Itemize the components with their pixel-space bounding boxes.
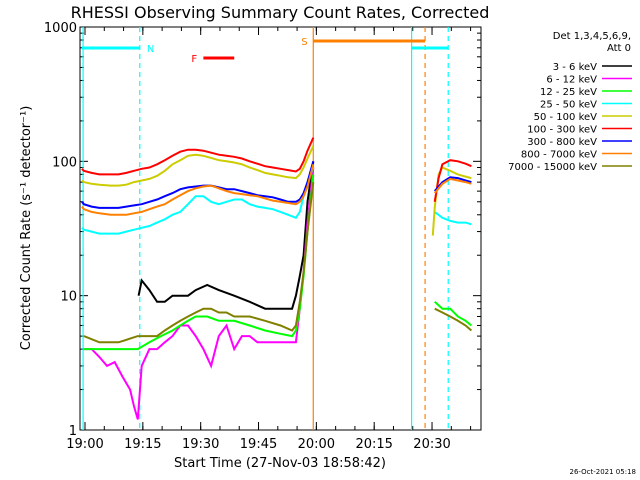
x-tick-label: 20:15 (355, 437, 392, 452)
flag-label-f: F (191, 54, 197, 65)
x-tick-label: 19:45 (240, 437, 277, 452)
plot-frame (79, 26, 482, 431)
legend-entry-label: 3 - 6 keV (553, 62, 597, 73)
series-line-4 (81, 167, 472, 235)
y-axis: 1 10 100 1000 (44, 21, 481, 439)
y-tick-label: 1000 (44, 21, 77, 36)
legend-header-line: Det 1,3,4,5,6,9, (553, 31, 631, 42)
legend: Det 1,3,4,5,6,9,Att 0 3 - 6 keV 6 - 12 keV… (508, 31, 632, 173)
x-tick-label: 19:30 (182, 437, 219, 452)
legend-header-line: Att 0 (607, 43, 631, 54)
series-line-1 (137, 161, 315, 310)
series-line-2 (83, 167, 315, 420)
x-axis: 19:00 19:15 19:30 19:45 20:00 20:15 20:30 (66, 27, 472, 452)
series-line-5 (81, 145, 472, 236)
y-axis-label: Corrected Count Rate (s⁻¹ detector⁻¹) (19, 106, 34, 351)
legend-entry-label: 300 - 800 keV (527, 137, 597, 148)
observing-flags: N F S (81, 37, 449, 65)
series-lines (81, 137, 473, 420)
x-tick-label: 19:00 (66, 437, 103, 452)
flag-label-n: N (147, 44, 154, 55)
legend-entry-label: 6 - 12 keV (546, 75, 597, 86)
legend-entry-label: 25 - 50 keV (540, 100, 597, 111)
x-axis-label: Start Time (27-Nov-03 18:58:42) (174, 456, 386, 471)
y-tick-label: 10 (60, 290, 77, 305)
footer-timestamp: 26-Oct-2021 05:18 (570, 468, 636, 476)
x-tick-label: 20:30 (413, 437, 450, 452)
series-line-6 (81, 137, 472, 202)
y-tick-label: 100 (52, 155, 77, 170)
plot-border (79, 26, 482, 431)
x-tick-label: 19:15 (124, 437, 161, 452)
legend-entry-label: 12 - 25 keV (540, 87, 597, 98)
legend-entry-label: 800 - 7000 keV (521, 150, 597, 161)
legend-entry-label: 7000 - 15000 keV (508, 162, 597, 173)
series-line-9 (83, 181, 473, 344)
flag-label-s: S (301, 37, 307, 48)
chart-title: RHESSI Observing Summary Count Rates, Co… (71, 3, 490, 22)
series-line-8 (81, 164, 472, 216)
legend-entry-label: 50 - 100 keV (534, 112, 598, 123)
legend-entry-label: 100 - 300 keV (527, 125, 597, 136)
x-tick-label: 20:00 (298, 437, 335, 452)
y-tick-label: 1 (69, 424, 77, 439)
